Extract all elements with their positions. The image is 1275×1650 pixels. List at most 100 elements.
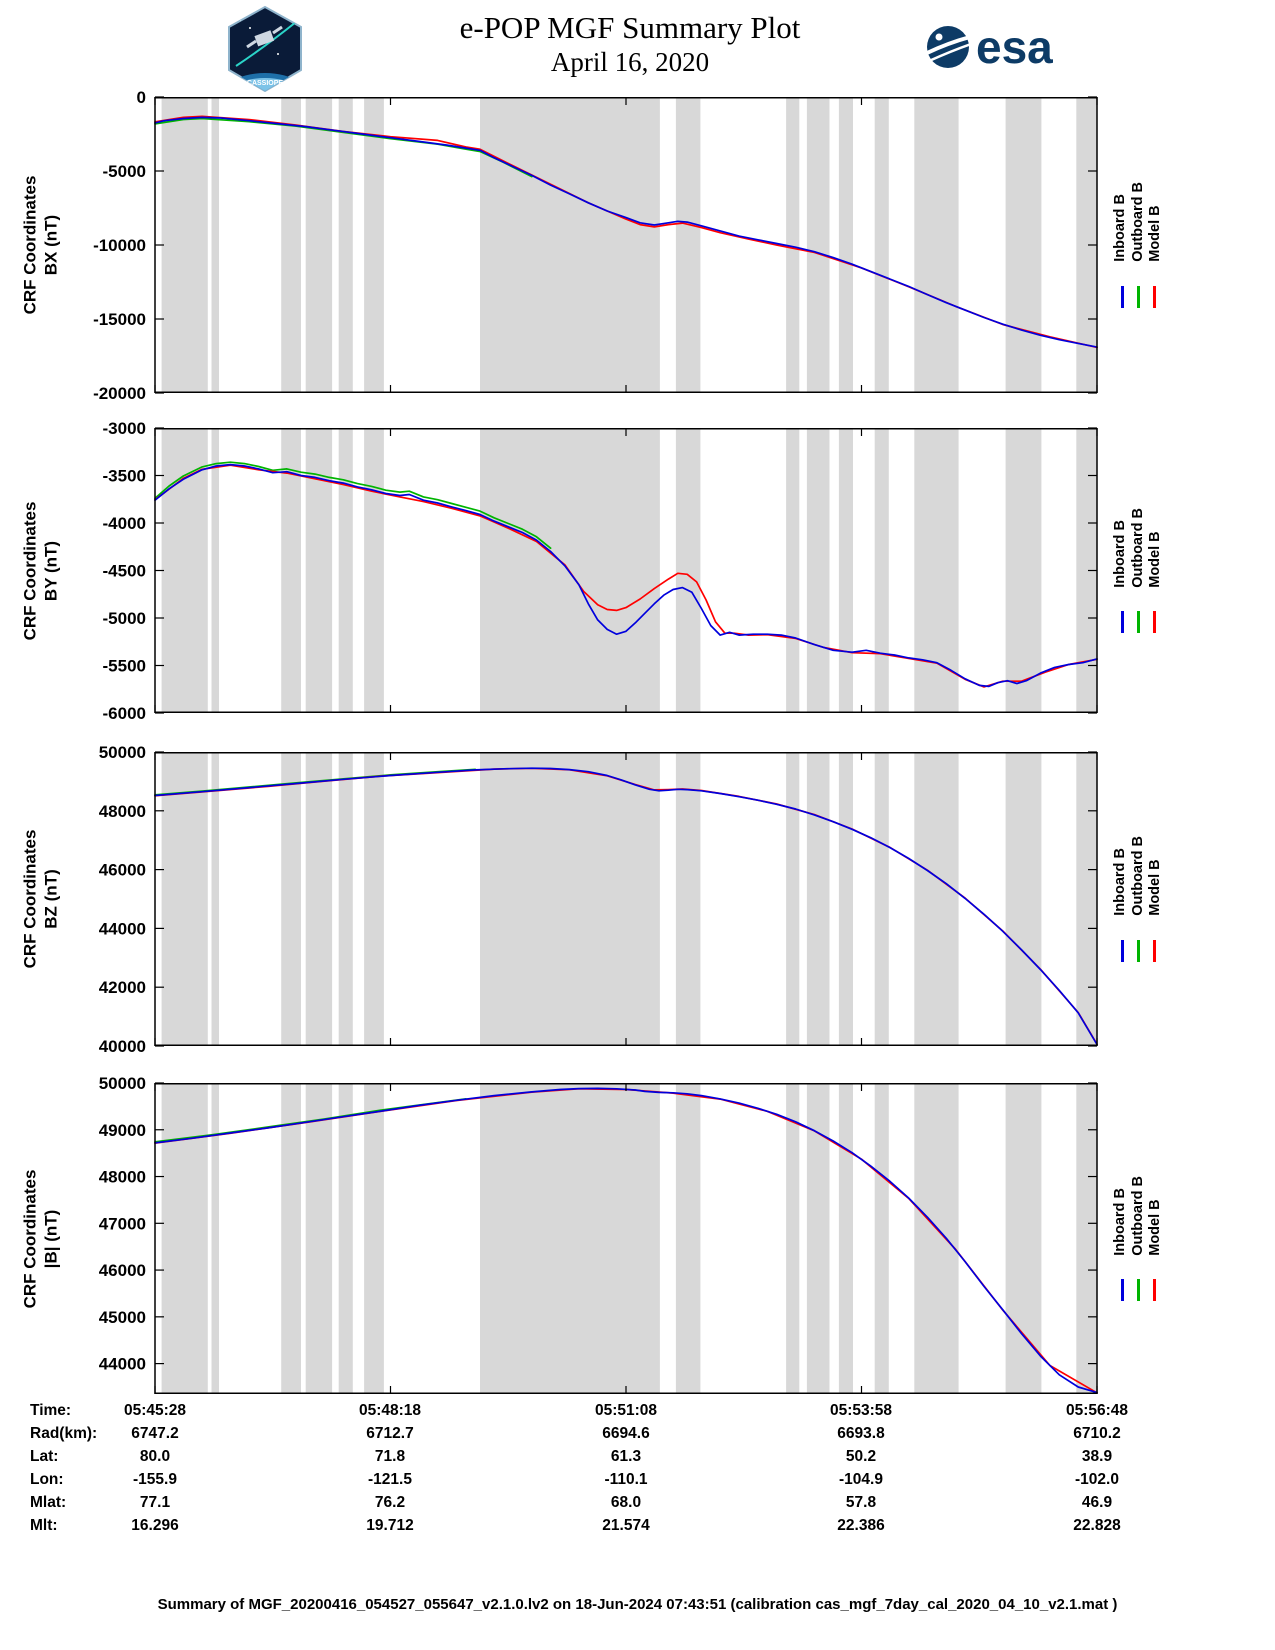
- legend-bz: Inboard B Outboard B Model B: [1106, 752, 1170, 1046]
- data-gap-band: [364, 428, 384, 713]
- table-cell: 05:56:48: [1065, 1402, 1129, 1419]
- legend-line-outboard: [1136, 611, 1140, 634]
- y-tick-label: 45000: [99, 1308, 146, 1327]
- esa-wordmark: esa: [976, 21, 1053, 73]
- legend-line-outboard: [1136, 1279, 1140, 1302]
- panel-bmag: CRF Coordinates |B| (nT) 50000 49000 48000…: [0, 1074, 1275, 1394]
- data-gap-band: [1005, 97, 1042, 393]
- table-cell: -110.1: [604, 1471, 648, 1488]
- data-gap-band: [874, 97, 889, 393]
- legend-bx: Inboard B Outboard B Model B: [1106, 97, 1170, 393]
- data-gap-band: [305, 752, 333, 1046]
- data-gap-band: [161, 97, 208, 393]
- table-row-mlt: Mlt: 16.296 19.712 21.574 22.386 22.828: [0, 1514, 1275, 1537]
- table-cell: 05:51:08: [594, 1402, 658, 1419]
- table-cell: 76.2: [374, 1494, 406, 1511]
- row-label: Mlat:: [30, 1494, 67, 1511]
- panel-bx: CRF Coordinates BX (nT) 0 -5000 -10000 -150…: [0, 88, 1275, 403]
- legend-label-model: Model B: [1147, 1198, 1164, 1256]
- row-label: Rad(km):: [30, 1425, 98, 1442]
- row-label: Lon:: [30, 1471, 64, 1488]
- data-gap-band: [305, 97, 333, 393]
- legend-line-model: [1152, 285, 1156, 308]
- y-tick-label: 46000: [99, 861, 146, 880]
- legend-label-model: Model B: [1147, 859, 1164, 916]
- data-gap-band: [806, 752, 830, 1046]
- panel-by: CRF Coordinates BY (nT) -3000 -3500 -4000-…: [0, 419, 1275, 723]
- data-gap-band: [1005, 752, 1042, 1046]
- data-gap-band: [364, 97, 384, 393]
- data-gap-band: [1005, 1083, 1042, 1394]
- data-gap-band: [914, 428, 959, 713]
- legend-line-model: [1152, 939, 1156, 962]
- legend-label-outboard: Outboard B: [1129, 507, 1146, 588]
- data-gap-band: [1076, 752, 1097, 1046]
- y-tick-label: 46000: [99, 1261, 146, 1280]
- data-gap-band: [675, 752, 701, 1046]
- series-inboard-b: [154, 1087, 1098, 1394]
- table-cell: 46.9: [1081, 1494, 1113, 1511]
- data-gap-band: [281, 752, 301, 1046]
- legend-label-model: Model B: [1147, 530, 1164, 588]
- y-tick-label: 0: [137, 88, 146, 107]
- y-tick-label: -15000: [93, 310, 146, 329]
- series-inboard-b: [154, 116, 1098, 348]
- data-gap-band: [1005, 428, 1042, 713]
- data-gap-band: [675, 1083, 701, 1394]
- legend-label-outboard: Outboard B: [1129, 1175, 1146, 1256]
- table-cell: 61.3: [610, 1448, 642, 1465]
- title-line-2: April 16, 2020: [550, 47, 710, 77]
- y-tick-label: 50000: [99, 1074, 146, 1093]
- row-label: Time:: [30, 1402, 72, 1419]
- table-row-mlat: Mlat: 77.1 76.2 68.0 57.8 46.9: [0, 1491, 1275, 1514]
- data-gap-band: [806, 428, 830, 713]
- table-cell: -121.5: [368, 1471, 412, 1488]
- header: CASSIOPE e-POP MGF Summary Plot April 16…: [0, 0, 1275, 96]
- y-tick-label: -4500: [103, 562, 146, 581]
- data-gap-band: [480, 97, 660, 393]
- legend-line-inboard: [1120, 285, 1124, 308]
- legend-bmag: Inboard B Outboard B Model B: [1106, 1083, 1170, 1394]
- table-cell: 50.2: [845, 1448, 877, 1465]
- y-tick-label: 47000: [99, 1214, 146, 1233]
- table-cell: 71.8: [374, 1448, 406, 1465]
- y-tick-label: -3000: [103, 419, 146, 438]
- table-row-lon: Lon: -155.9 -121.5 -110.1 -104.9 -102.0: [0, 1468, 1275, 1491]
- file-summary-footer: Summary of MGF_20200416_054527_055647_v2…: [157, 1596, 1118, 1613]
- data-gap-band: [874, 752, 889, 1046]
- data-gap-band: [874, 1083, 889, 1394]
- data-gap-band: [161, 1083, 208, 1394]
- legend-label-inboard: Inboard B: [1111, 194, 1128, 262]
- legend-line-inboard: [1120, 611, 1124, 634]
- data-gap-band: [838, 97, 853, 393]
- plot-bmag: 50000 49000 48000 47000 46000 45000 44000: [99, 1074, 1098, 1394]
- series-model-b: [154, 464, 1098, 688]
- esa-logo: esa: [925, 24, 1053, 70]
- cassiope-patch-logo: CASSIOPE: [228, 6, 302, 92]
- data-gap-band: [786, 1083, 800, 1394]
- table-cell: 68.0: [610, 1494, 642, 1511]
- data-gap-band: [211, 97, 219, 393]
- data-gap-band: [786, 428, 800, 713]
- table-cell: 19.712: [366, 1517, 414, 1534]
- table-cell: 77.1: [139, 1494, 171, 1511]
- table-cell: 38.9: [1081, 1448, 1113, 1465]
- data-gap-band: [281, 97, 301, 393]
- legend-line-model: [1152, 1279, 1156, 1302]
- data-gap-band: [786, 97, 800, 393]
- table-cell: 6712.7: [366, 1425, 414, 1442]
- y-tick-label: 48000: [99, 802, 146, 821]
- table-cell: 05:48:18: [358, 1402, 422, 1419]
- ephemeris-table: Time: 05:45:28 05:48:18 05:51:08 05:53:5…: [0, 1399, 1275, 1541]
- table-cell: 16.296: [131, 1517, 179, 1534]
- data-gap-band: [806, 97, 830, 393]
- data-gap-band: [675, 97, 701, 393]
- series-outboard-b: [154, 461, 552, 550]
- series-outboard-b: [154, 117, 533, 178]
- data-gap-band: [305, 1083, 333, 1394]
- legend-label-inboard: Inboard B: [1111, 519, 1128, 588]
- data-gap-band: [914, 1083, 959, 1394]
- data-gap-band: [838, 1083, 853, 1394]
- data-gap-band: [480, 428, 660, 713]
- data-gap-band: [281, 428, 301, 713]
